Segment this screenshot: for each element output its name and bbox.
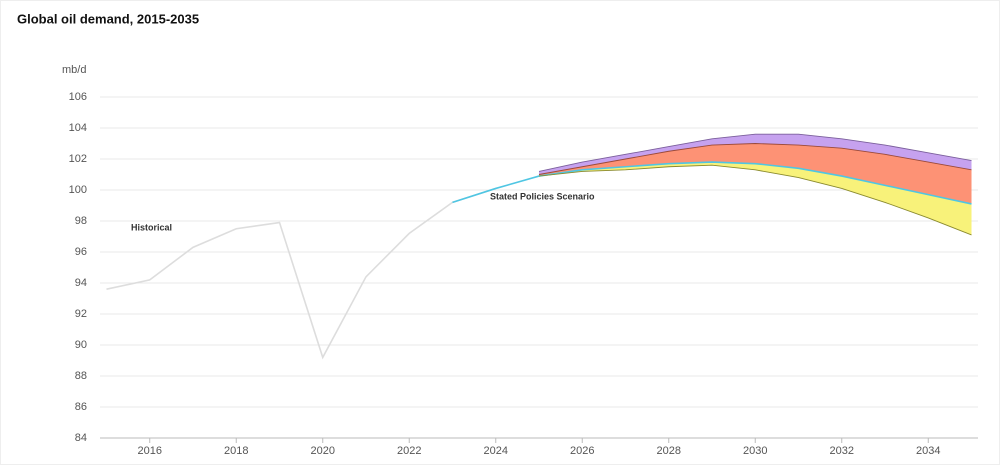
y-tick-label: 96 [75, 246, 87, 258]
x-tick-label: 2028 [657, 445, 681, 457]
series-line [538, 133, 972, 172]
x-tick-label: 2018 [224, 445, 248, 457]
series-line [538, 143, 972, 175]
y-tick-label: 94 [75, 277, 87, 289]
y-tick-label: 84 [75, 432, 87, 444]
x-tick-label: 2034 [916, 445, 940, 457]
y-tick-label: 98 [75, 215, 87, 227]
series-line [106, 187, 496, 360]
y-tick-label: 92 [75, 308, 87, 320]
band-area [539, 134, 972, 175]
x-tick-label: 2022 [397, 445, 421, 457]
series-line [538, 164, 972, 236]
y-tick-label: 104 [69, 122, 87, 134]
x-tick-label: 2026 [570, 445, 594, 457]
band-area [539, 143, 972, 204]
y-tick-label: 106 [69, 91, 87, 103]
x-tick-label: 2024 [484, 445, 508, 457]
x-tick-label: 2030 [743, 445, 767, 457]
chart-title: Global oil demand, 2015-2035 [17, 11, 199, 26]
y-tick-label: 90 [75, 339, 87, 351]
band-area [539, 162, 972, 235]
y-axis-label: mb/d [62, 64, 86, 76]
series-annotation: Historical [131, 222, 172, 232]
x-tick-label: 2016 [137, 445, 161, 457]
y-tick-label: 100 [69, 184, 87, 196]
y-tick-label: 88 [75, 370, 87, 382]
series-annotation: Stated Policies Scenario [490, 191, 595, 201]
y-tick-label: 102 [69, 153, 87, 165]
y-tick-label: 86 [75, 401, 87, 413]
x-tick-label: 2020 [311, 445, 335, 457]
x-tick-label: 2032 [830, 445, 854, 457]
